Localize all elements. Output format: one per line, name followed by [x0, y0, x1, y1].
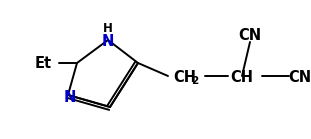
Text: CN: CN: [288, 70, 311, 85]
Text: 2: 2: [191, 76, 198, 86]
Text: Et: Et: [35, 56, 52, 71]
Text: CN: CN: [239, 28, 262, 44]
Text: CH: CH: [173, 70, 196, 85]
Text: H: H: [103, 23, 113, 35]
Text: N: N: [102, 34, 114, 49]
Text: CH: CH: [230, 70, 253, 85]
Text: N: N: [64, 90, 76, 105]
